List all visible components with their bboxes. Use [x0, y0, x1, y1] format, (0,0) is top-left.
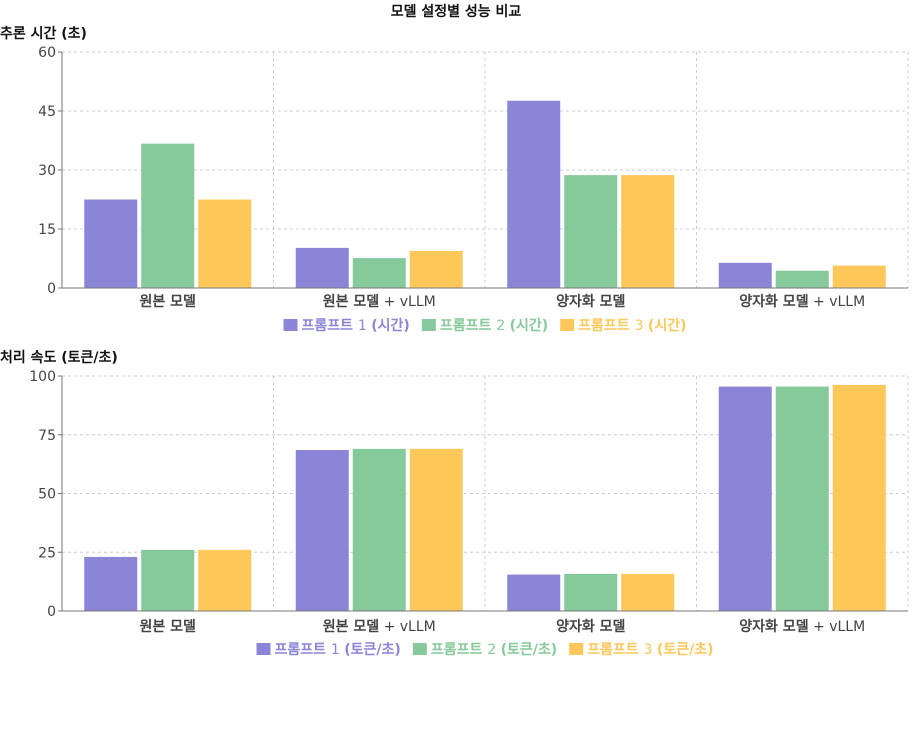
- y-tick-label: 75: [38, 428, 56, 444]
- legend-entry: 프롬프트 2 (토큰/초): [431, 642, 557, 658]
- legend-entry: 프롬프트 3 (토큰/초): [587, 642, 713, 658]
- y-tick-label: 30: [38, 163, 56, 179]
- x-category-label: 원본 모델: [140, 619, 197, 635]
- bar: [621, 573, 675, 611]
- bar: [295, 247, 349, 288]
- legend-swatch: [283, 319, 298, 331]
- legend-swatch: [421, 319, 436, 331]
- bar: [832, 384, 886, 611]
- x-category-label: 원본 모델: [140, 294, 197, 310]
- y-tick-label: 45: [38, 104, 56, 120]
- legend-swatch: [256, 643, 271, 655]
- x-category-label: 양자화 모델: [556, 294, 625, 310]
- x-category-label: 양자화 모델 + vLLM: [739, 619, 865, 635]
- bar: [775, 386, 829, 611]
- y-axis-label: 추론 시간 (초): [0, 25, 87, 42]
- bar: [84, 556, 138, 611]
- legend-swatch: [412, 643, 427, 655]
- inference-time-chart: 추론 시간 (초) 0 15 30 45 60 원본 모델 원본 모델 + vLLM 양자화 모…: [0, 25, 909, 334]
- bar: [352, 448, 406, 611]
- legend: 프롬프트 1 (시간) 프롬프트 2 (시간) 프롬프트 3 (시간): [283, 317, 686, 334]
- y-tick-label: 0: [47, 281, 56, 297]
- legend-swatch: [569, 643, 584, 655]
- bar: [295, 450, 349, 611]
- y-tick-label: 100: [29, 369, 56, 385]
- bar: [775, 270, 829, 288]
- y-tick-label: 60: [38, 45, 56, 61]
- legend-entry: 프롬프트 2 (시간): [440, 317, 548, 334]
- bar: [84, 199, 138, 288]
- bar: [564, 175, 618, 288]
- bar: [832, 265, 886, 288]
- y-tick-label: 25: [38, 545, 56, 561]
- x-category-label: 원본 모델 + vLLM: [323, 294, 436, 310]
- y-axis-label: 처리 속도 (토큰/초): [0, 350, 118, 366]
- bar: [409, 251, 463, 288]
- bar: [409, 448, 463, 611]
- legend-entry: 프롬프트 1 (토큰/초): [275, 642, 401, 658]
- legend-entry: 프롬프트 1 (시간): [302, 317, 410, 334]
- bar: [507, 574, 561, 611]
- legend-entry: 프롬프트 3 (시간): [578, 317, 686, 334]
- y-tick-label: 50: [38, 487, 56, 503]
- legend-swatch: [560, 319, 575, 331]
- figure-title: 모델 설정별 성능 비교: [391, 3, 522, 20]
- bar: [718, 386, 772, 611]
- throughput-chart: 처리 속도 (토큰/초) 0 25 50 75 100 원본 모델 원본 모델 + vLLM 양…: [0, 350, 909, 658]
- y-tick-label: 15: [38, 222, 56, 238]
- bar: [198, 199, 252, 288]
- x-category-label: 양자화 모델 + vLLM: [739, 294, 865, 310]
- legend: 프롬프트 1 (토큰/초) 프롬프트 2 (토큰/초) 프롬프트 3 (토큰/초): [256, 642, 713, 658]
- bar: [621, 175, 675, 288]
- bar: [352, 258, 406, 288]
- x-category-label: 원본 모델 + vLLM: [323, 619, 436, 635]
- bar: [141, 549, 195, 611]
- bar: [564, 573, 618, 611]
- y-tick-label: 0: [47, 604, 56, 620]
- bar: [718, 262, 772, 288]
- x-category-label: 양자화 모델: [556, 619, 625, 635]
- bar: [198, 549, 252, 611]
- bar: [507, 100, 561, 288]
- bar: [141, 143, 195, 288]
